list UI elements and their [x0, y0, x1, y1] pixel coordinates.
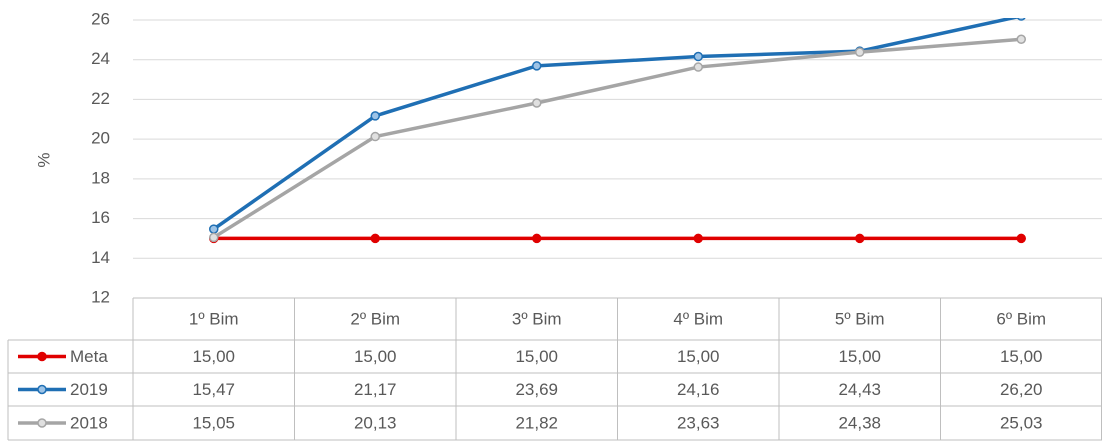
table-cell: 23,63 — [677, 413, 720, 432]
table-cell: 15,00 — [354, 347, 397, 366]
table-cell: 24,43 — [838, 380, 881, 399]
marker — [1016, 233, 1026, 244]
marker — [693, 62, 703, 72]
table-cell: 24,16 — [677, 380, 720, 399]
x-tick-label: 3º Bim — [512, 309, 562, 328]
y-tick-label: 26 — [91, 9, 110, 28]
marker — [209, 232, 219, 243]
table-cell: 21,82 — [515, 413, 558, 432]
table-cell: 15,00 — [192, 347, 235, 366]
marker — [370, 233, 380, 244]
marker — [370, 111, 380, 121]
legend-label: 2019 — [70, 380, 108, 399]
y-tick-label: 22 — [91, 89, 110, 108]
legend-label: Meta — [70, 347, 108, 366]
table-cell: 15,47 — [192, 380, 235, 399]
marker — [532, 98, 542, 108]
marker — [855, 233, 865, 244]
table-cell: 23,69 — [515, 380, 558, 399]
legend-key-marker — [37, 418, 47, 428]
y-tick-label: 24 — [91, 49, 110, 68]
y-tick-label: 14 — [91, 248, 110, 267]
y-tick-label: 20 — [91, 129, 110, 148]
y-tick-label: 12 — [91, 287, 110, 306]
y-tick-label: 18 — [91, 168, 110, 187]
table-cell: 15,00 — [677, 347, 720, 366]
y-axis-label: % — [34, 152, 53, 167]
marker — [532, 61, 542, 71]
marker — [370, 131, 380, 142]
marker — [855, 47, 865, 57]
table-cell: 26,20 — [1000, 380, 1043, 399]
legend-label: 2018 — [70, 413, 108, 432]
legend-key-marker — [37, 351, 47, 362]
table-cell: 15,00 — [515, 347, 558, 366]
table-cell: 21,17 — [354, 380, 397, 399]
marker — [1016, 18, 1026, 21]
table-cell: 15,05 — [192, 413, 235, 432]
x-tick-label: 5º Bim — [835, 309, 885, 328]
table-cell: 25,03 — [1000, 413, 1043, 432]
x-tick-label: 2º Bim — [350, 309, 400, 328]
legend-key-marker — [37, 384, 47, 395]
x-tick-label: 4º Bim — [673, 309, 723, 328]
line — [212, 37, 1022, 239]
x-tick-label: 1º Bim — [189, 309, 239, 328]
table-cell: 15,00 — [1000, 347, 1043, 366]
marker — [693, 51, 703, 62]
table-cell: 15,00 — [838, 347, 881, 366]
marker — [209, 224, 219, 234]
x-tick-label: 6º Bim — [996, 309, 1046, 328]
table-cell: 20,13 — [354, 413, 397, 432]
marker — [1016, 34, 1026, 45]
plot — [209, 18, 1026, 244]
line — [212, 18, 1021, 231]
y-tick-label: 16 — [91, 208, 110, 227]
marker — [693, 233, 703, 244]
table-cell: 24,38 — [838, 413, 881, 432]
marker — [532, 233, 542, 244]
